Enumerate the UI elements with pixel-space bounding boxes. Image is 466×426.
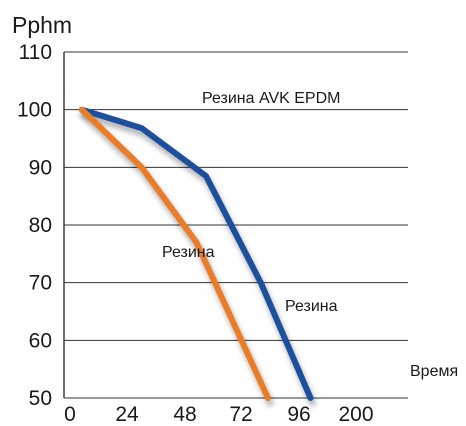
- x-tick-labels: 0 24 48 72 96 200: [64, 403, 373, 426]
- x-tick-label: 200: [338, 403, 373, 426]
- y-tick-label: 100: [17, 99, 52, 122]
- y-tick-label: 90: [29, 156, 52, 179]
- y-tick-label: 50: [29, 387, 52, 410]
- x-tick-label: 24: [115, 403, 139, 426]
- y-tick-label: 60: [29, 329, 52, 352]
- y-tick-label: 70: [29, 272, 52, 295]
- y-tick-labels: 50 60 70 80 90 100 110: [17, 41, 52, 410]
- x-tick-label: 72: [229, 403, 252, 426]
- series-lines: [82, 110, 408, 398]
- x-tick-label: 0: [64, 403, 76, 426]
- series-label-rubber-blue: Резина: [285, 298, 338, 315]
- x-axis-label: Время: [410, 363, 458, 380]
- y-axis-label: Pphm: [12, 12, 72, 38]
- y-tick-label: 110: [19, 41, 52, 64]
- series-label-avk-epdm: Резина AVK EPDM: [202, 90, 340, 107]
- series-label-rubber-orange: Резина: [162, 244, 215, 261]
- y-tick-label: 80: [29, 214, 52, 237]
- x-tick-label: 96: [287, 403, 310, 426]
- x-tick-label: 48: [173, 403, 196, 426]
